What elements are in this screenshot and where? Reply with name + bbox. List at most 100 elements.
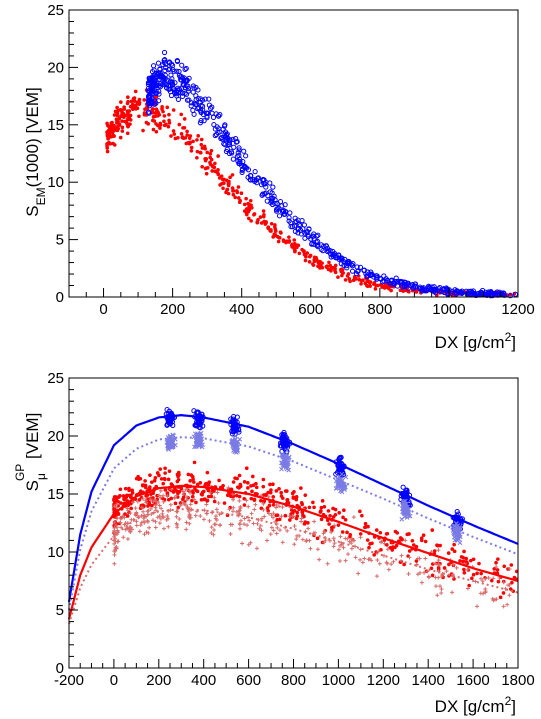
muon-point-red xyxy=(163,471,167,475)
em-point-red xyxy=(210,169,214,173)
em-point-red xyxy=(353,276,358,281)
muon-point-light_red xyxy=(266,511,271,516)
muon-point-light_red xyxy=(238,526,243,531)
em-point-red xyxy=(236,196,241,200)
em-point-red xyxy=(228,175,232,180)
em-point-red xyxy=(153,95,158,100)
muon-point-light_red xyxy=(478,591,483,596)
muon-point-red xyxy=(398,536,403,540)
em-point-blue xyxy=(315,244,321,250)
muon-point-light_red xyxy=(300,537,305,542)
muon-point-light_red xyxy=(483,576,488,581)
muon-point-light_red xyxy=(426,575,431,580)
muon-point-light_red xyxy=(237,498,242,503)
em-point-blue xyxy=(223,148,230,155)
muon-point-light_red xyxy=(277,528,282,533)
em-point-red xyxy=(111,123,115,128)
muon-point-red xyxy=(148,473,152,477)
muon-point-red xyxy=(366,524,370,529)
muon-point-light_red xyxy=(174,514,179,519)
muon-point-red xyxy=(267,503,272,508)
em-point-blue xyxy=(212,132,218,139)
muon-point-light_blue xyxy=(192,444,197,450)
muon-point-red xyxy=(275,518,280,522)
muon-point-light_blue xyxy=(283,459,288,465)
em-point-red xyxy=(185,129,189,134)
muon-point-light_red xyxy=(112,519,117,524)
muon-point-light_red xyxy=(312,519,317,524)
em-point-blue xyxy=(243,153,249,159)
em-point-red xyxy=(311,263,316,267)
muon-point-light_red xyxy=(362,556,367,561)
em-point-red xyxy=(182,125,187,130)
em-point-blue xyxy=(150,63,157,69)
muon-point-light_red xyxy=(385,547,390,552)
muon-point-red xyxy=(430,573,435,578)
muon-point-light_blue xyxy=(285,464,291,470)
muon-point-light_red xyxy=(439,590,444,595)
muon-point-light_red xyxy=(253,502,258,507)
em-point-red xyxy=(189,149,194,153)
muon-point-red xyxy=(152,478,157,483)
muon-point-light_blue xyxy=(170,432,176,438)
muon-x-tick-label: 1600 xyxy=(456,672,489,689)
em-point-red xyxy=(117,116,122,121)
muon-point-light_red xyxy=(246,542,251,547)
muon-point-light_red xyxy=(133,506,138,511)
muon-point-light_red xyxy=(112,504,117,509)
muon-point-red xyxy=(178,501,183,505)
muon-point-blue xyxy=(193,422,199,428)
muon-point-red xyxy=(510,580,514,585)
muon-point-light_red xyxy=(507,593,512,598)
muon-point-light_red xyxy=(138,523,143,528)
muon-point-red xyxy=(261,477,266,482)
muon-point-red xyxy=(419,536,424,541)
em-point-blue xyxy=(260,191,266,197)
muon-point-light_red xyxy=(259,528,264,533)
muon-point-light_red xyxy=(332,523,337,528)
em-point-blue xyxy=(160,61,166,68)
em-point-blue xyxy=(154,82,160,89)
muon-point-light_red xyxy=(135,499,140,504)
muon-point-red xyxy=(291,495,296,499)
muon-point-red xyxy=(363,521,368,526)
em-point-blue xyxy=(224,131,230,137)
em-point-blue xyxy=(314,243,320,249)
em-point-blue xyxy=(270,184,276,190)
muon-point-red xyxy=(341,515,345,520)
em-point-blue xyxy=(151,75,157,81)
muon-point-light_red xyxy=(266,494,271,499)
em-point-red xyxy=(135,100,140,104)
em-point-red xyxy=(316,260,320,264)
em-point-red xyxy=(125,122,129,126)
muon-point-light_red xyxy=(129,517,134,522)
em-point-red xyxy=(105,146,110,150)
em-point-red xyxy=(169,134,173,138)
muon-point-light_red xyxy=(242,522,247,527)
muon-point-light_red xyxy=(112,552,117,557)
em-point-blue xyxy=(430,287,436,293)
em-point-red xyxy=(236,185,241,189)
em-point-red xyxy=(182,117,187,121)
em-point-blue xyxy=(230,156,236,162)
muon-point-red xyxy=(153,476,158,480)
muon-point-red xyxy=(315,536,320,541)
muon-point-red xyxy=(222,501,227,505)
em-point-blue xyxy=(153,100,159,106)
muon-point-light_red xyxy=(483,589,488,594)
muon-point-red xyxy=(269,488,273,492)
em-point-red xyxy=(252,212,257,216)
muon-point-light_red xyxy=(130,500,135,505)
muon-point-light_red xyxy=(274,505,279,510)
muon-point-light_red xyxy=(407,555,412,560)
muon-point-light_blue xyxy=(166,440,171,446)
em-point-blue xyxy=(200,107,206,113)
muon-point-light_red xyxy=(172,496,177,501)
em-point-red xyxy=(297,251,302,256)
em-point-red xyxy=(329,266,334,271)
muon-point-red xyxy=(125,514,130,518)
muon-point-light_red xyxy=(142,532,147,537)
muon-point-light_red xyxy=(479,576,484,581)
muon-point-light_red xyxy=(369,558,374,563)
muon-point-light_red xyxy=(486,575,491,580)
